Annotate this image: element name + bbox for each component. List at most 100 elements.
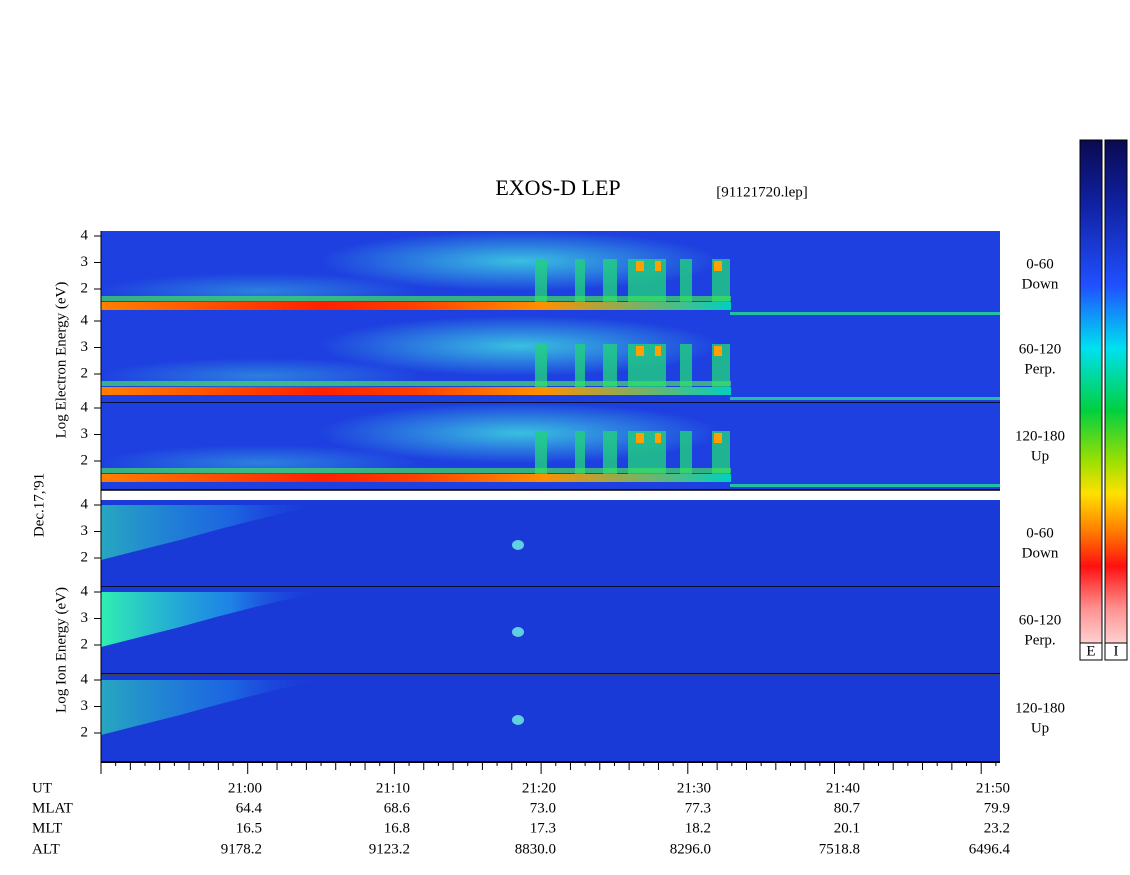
- colorbar-box: [1104, 642, 1128, 661]
- row-label: MLT: [32, 820, 62, 836]
- cell: 23.2: [984, 820, 1010, 836]
- y-tick-label: 4: [81, 583, 89, 599]
- colorbar: [1104, 139, 1128, 661]
- spectrum-spot: [512, 540, 524, 550]
- spectrum-band: [101, 387, 731, 395]
- panel-sublabel: Down: [1022, 276, 1059, 292]
- panel-sublabel: Up: [1031, 720, 1049, 736]
- panel-label: 60-120: [1019, 341, 1062, 357]
- spectrum-band: [101, 302, 731, 310]
- spectrum-cloud: [101, 592, 320, 647]
- cell: 9123.2: [369, 841, 410, 857]
- colorbar-label: I: [1114, 643, 1119, 659]
- row-label: MLAT: [32, 800, 73, 816]
- cell: 8830.0: [515, 841, 556, 857]
- spectrum-burst: [650, 344, 666, 391]
- panel-label: 60-120: [1019, 612, 1062, 628]
- panel-sublabel: Perp.: [1024, 632, 1055, 648]
- cell: 77.3: [685, 800, 711, 816]
- spectrum-band: [101, 474, 731, 482]
- spectrum-peak: [655, 261, 661, 271]
- spectrum-peak: [714, 433, 722, 443]
- y-tick-label: 2: [81, 549, 89, 565]
- y-tick-label: 2: [81, 280, 89, 296]
- spectrum-peak: [636, 433, 644, 443]
- spectrum-burst: [680, 431, 692, 478]
- cell: 64.4: [236, 800, 263, 816]
- cell: 79.9: [984, 800, 1010, 816]
- spectrum-peak: [636, 346, 644, 356]
- spectrum-band: [101, 296, 731, 301]
- spectrum-peak: [714, 346, 722, 356]
- cell: 21:20: [522, 780, 556, 796]
- y-tick-label: 2: [81, 452, 89, 468]
- title: EXOS-D LEP: [495, 175, 620, 200]
- panel-sublabel: Up: [1031, 448, 1049, 464]
- spectrum-burst: [535, 431, 547, 478]
- electron-axis-label: Log Electron Energy (eV): [53, 282, 69, 439]
- y-tick-label: 4: [81, 399, 89, 415]
- y-tick-label: 2: [81, 365, 89, 381]
- panel-sublabel: Down: [1022, 545, 1059, 561]
- file-name: [91121720.lep]: [716, 184, 808, 200]
- y-tick-label: 3: [81, 426, 89, 442]
- spectrum-spot: [512, 627, 524, 637]
- colorbar-label: E: [1086, 643, 1095, 659]
- y-tick-label: 4: [81, 496, 89, 512]
- colorbar-box: [1079, 642, 1103, 661]
- spectrum-peak: [655, 346, 661, 356]
- ion-axis-label: Log Ion Energy (eV): [53, 587, 69, 713]
- spectrum-burst: [650, 431, 666, 478]
- spectrum-peak: [636, 261, 644, 271]
- spectrum-band: [101, 468, 731, 473]
- cell: 80.7: [834, 800, 861, 816]
- spectrum-burst: [575, 259, 585, 306]
- spectrum-burst: [650, 259, 666, 306]
- colorbar: [1079, 139, 1103, 661]
- y-tick-label: 4: [81, 671, 89, 687]
- row-label: UT: [32, 780, 52, 796]
- spectrum-cloud: [101, 505, 320, 560]
- spectrum-peak: [655, 433, 661, 443]
- y-tick-label: 3: [81, 698, 89, 714]
- panel-label: 0-60: [1026, 525, 1054, 541]
- date-label: Dec.17,'91: [31, 473, 47, 537]
- spectrum-cloud: [320, 316, 720, 376]
- spectrum-peak: [714, 261, 722, 271]
- panel-sublabel: Perp.: [1024, 361, 1055, 377]
- cell: 68.6: [384, 800, 411, 816]
- panel-label: 120-180: [1015, 428, 1065, 444]
- spectrum-burst: [628, 344, 650, 391]
- cell: 6496.4: [969, 841, 1011, 857]
- cell: 16.8: [384, 820, 410, 836]
- cell: 18.2: [685, 820, 711, 836]
- spectrum-cloud: [320, 403, 720, 463]
- cell: 73.0: [530, 800, 556, 816]
- spectrum-cloud: [320, 231, 720, 291]
- cell: 16.5: [236, 820, 262, 836]
- spectrum-burst: [628, 259, 650, 306]
- spectrum-band: [101, 381, 731, 386]
- cell: 21:40: [826, 780, 860, 796]
- cell: 21:30: [677, 780, 711, 796]
- spectrum-band: [730, 484, 1000, 487]
- spectrum-burst: [680, 344, 692, 391]
- spectrum-burst: [535, 344, 547, 391]
- cell: 21:10: [376, 780, 410, 796]
- cell: 9178.2: [221, 841, 262, 857]
- spectrum-burst: [680, 259, 692, 306]
- y-tick-label: 4: [81, 312, 89, 328]
- spectrum-cloud: [101, 680, 320, 735]
- y-tick-label: 3: [81, 610, 89, 626]
- spectrum-burst: [603, 431, 617, 478]
- cell: 20.1: [834, 820, 860, 836]
- panel-label: 0-60: [1026, 256, 1054, 272]
- spectrum-burst: [603, 344, 617, 391]
- cell: 17.3: [530, 820, 556, 836]
- spectrum-burst: [628, 431, 650, 478]
- spectrum-band: [730, 397, 1000, 400]
- cell: 21:00: [228, 780, 262, 796]
- spectrum-spot: [512, 715, 524, 725]
